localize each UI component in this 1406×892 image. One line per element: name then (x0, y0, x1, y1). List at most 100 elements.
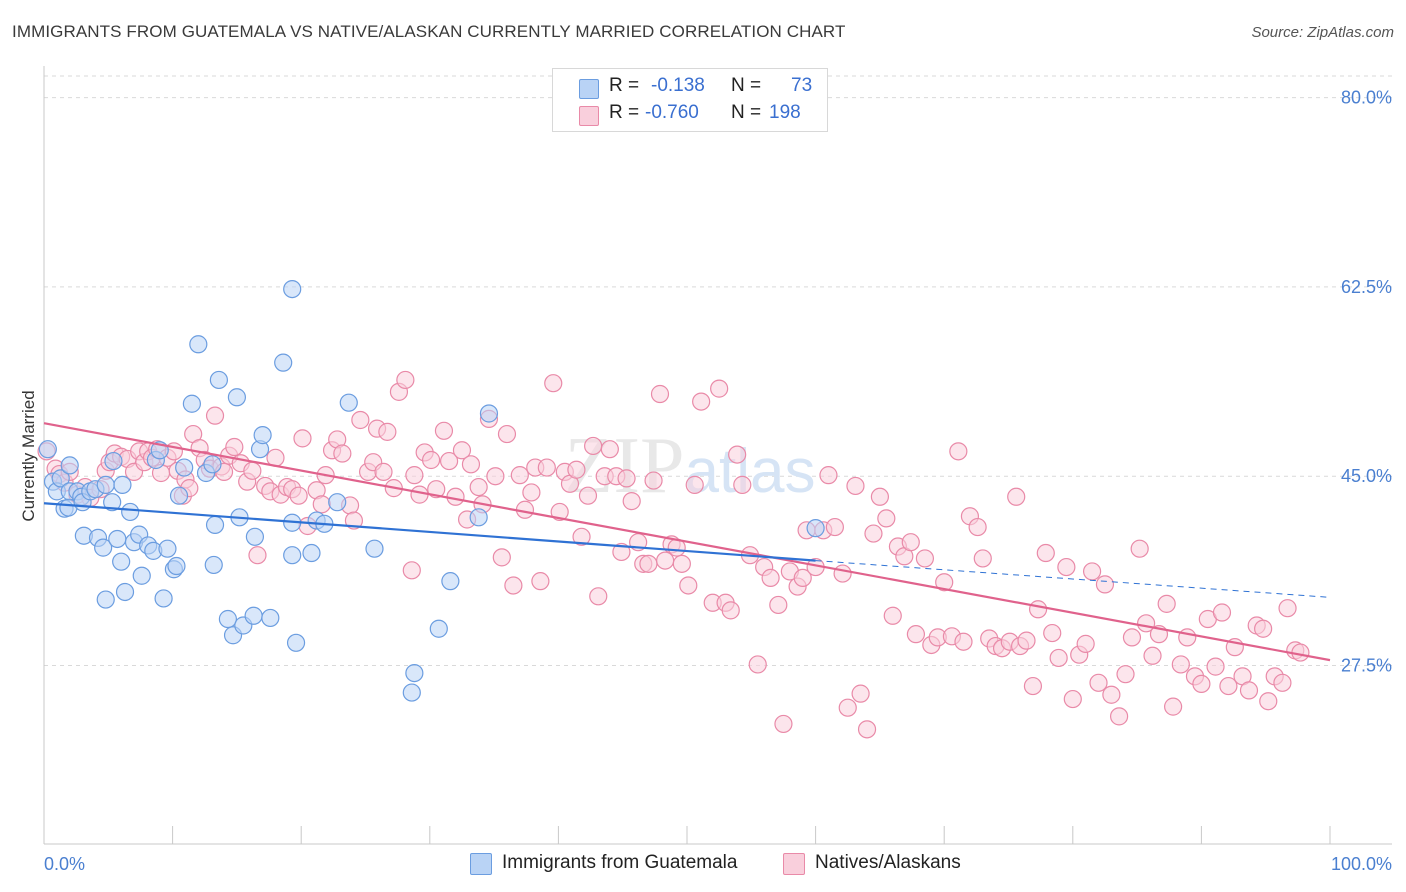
y-tick-label: 45.0% (1341, 466, 1392, 486)
native-point (1102, 685, 1121, 704)
native-point (1076, 634, 1095, 653)
native-point (1082, 562, 1102, 581)
guatemala-point (205, 515, 225, 535)
guatemala-point (121, 502, 140, 522)
bottom-legend-label: Natives/Alaskans (815, 852, 961, 873)
bottom-legend-swatch-pink (783, 853, 805, 875)
native-point (650, 384, 670, 404)
native-point (1259, 692, 1278, 711)
native-point (1171, 655, 1190, 674)
native-point (289, 486, 308, 505)
guatemala-point (112, 552, 131, 571)
native-point (851, 684, 870, 703)
guatemala-point (441, 572, 460, 591)
guatemala-point (244, 606, 263, 625)
guatemala-point (302, 543, 321, 563)
native-point (405, 466, 424, 485)
guatemala-point (103, 493, 122, 512)
bottom-legend-label: Immigrants from Guatemala (502, 852, 738, 873)
native-point (1095, 575, 1115, 594)
native-point (864, 524, 883, 543)
native-point (870, 487, 890, 506)
guatemala-point (283, 279, 302, 299)
guatemala-point (175, 458, 194, 477)
legend-swatch-blue (579, 79, 599, 99)
watermark-atlas: atlas (685, 437, 816, 506)
correlation-legend: R = -0.138 N = 73 R = -0.760 N = 198 (552, 68, 828, 132)
guatemala-point (203, 455, 222, 474)
native-point (293, 429, 312, 448)
native-point (1017, 631, 1036, 650)
native-point (748, 655, 767, 674)
legend-n-value: 198 (769, 102, 801, 123)
native-point (584, 436, 603, 456)
guatemala-point (365, 539, 384, 558)
y-tick-label: 80.0% (1341, 88, 1392, 108)
guatemala-point (245, 527, 265, 546)
native-point (312, 495, 331, 514)
guatemala-point (261, 608, 280, 628)
guatemala-points (38, 279, 825, 702)
guatemala-point (104, 451, 123, 471)
native-point (225, 437, 244, 457)
native-point (833, 564, 852, 583)
native-point (1109, 707, 1129, 726)
native-point (774, 714, 793, 734)
native-point (1239, 681, 1259, 700)
native-point (567, 460, 586, 479)
native-point (1122, 628, 1142, 647)
guatemala-point (169, 486, 189, 505)
native-point (1164, 697, 1183, 716)
guatemala-point (227, 388, 246, 407)
native-point (1254, 619, 1273, 638)
native-point (1043, 623, 1062, 643)
chart-title: IMMIGRANTS FROM GUATEMALA VS NATIVE/ALAS… (12, 22, 846, 41)
native-point (378, 422, 397, 441)
native-point (248, 546, 267, 565)
legend-swatch-pink (579, 106, 599, 126)
guatemala-point (405, 663, 424, 683)
native-point (446, 487, 465, 506)
native-point (1212, 603, 1232, 622)
y-tick-label: 27.5% (1341, 656, 1392, 676)
legend-n-label: N = (731, 102, 762, 123)
native-point (1049, 648, 1068, 668)
native-point (935, 573, 954, 592)
native-point (1036, 543, 1055, 563)
x-tick-label: 100.0% (1331, 854, 1392, 874)
guatemala-point (429, 619, 448, 638)
native-point (537, 458, 556, 477)
native-point (351, 410, 370, 430)
native-point (692, 392, 711, 411)
native-point (954, 632, 973, 651)
native-point (1192, 674, 1211, 694)
trend-lines (43, 422, 1331, 662)
guatemala-point (182, 394, 201, 413)
guatemala-point (274, 353, 293, 372)
native-point (1143, 646, 1162, 665)
guatemala-point (469, 508, 488, 527)
native-point (578, 486, 598, 505)
native-point (906, 625, 926, 644)
native-point (857, 720, 877, 739)
guatemala-point (283, 546, 302, 565)
native-point (544, 374, 563, 393)
native-point (1007, 487, 1026, 506)
watermark: ZIPatlas (565, 422, 816, 510)
native-point (819, 466, 838, 485)
legend-r-label: R = (609, 102, 640, 123)
guatemala-trend-line (43, 502, 816, 562)
native-point (761, 568, 780, 588)
guatemala-point (158, 539, 177, 558)
native-point (497, 424, 517, 444)
guatemala-point (108, 529, 127, 549)
native-point (344, 511, 364, 530)
x-tick-label: 0.0% (44, 854, 85, 874)
native-point (396, 370, 415, 390)
native-point (622, 492, 641, 511)
native-point (1028, 600, 1048, 619)
native-point (846, 476, 865, 496)
guatemala-point (253, 426, 272, 445)
guatemala-point (806, 519, 825, 538)
